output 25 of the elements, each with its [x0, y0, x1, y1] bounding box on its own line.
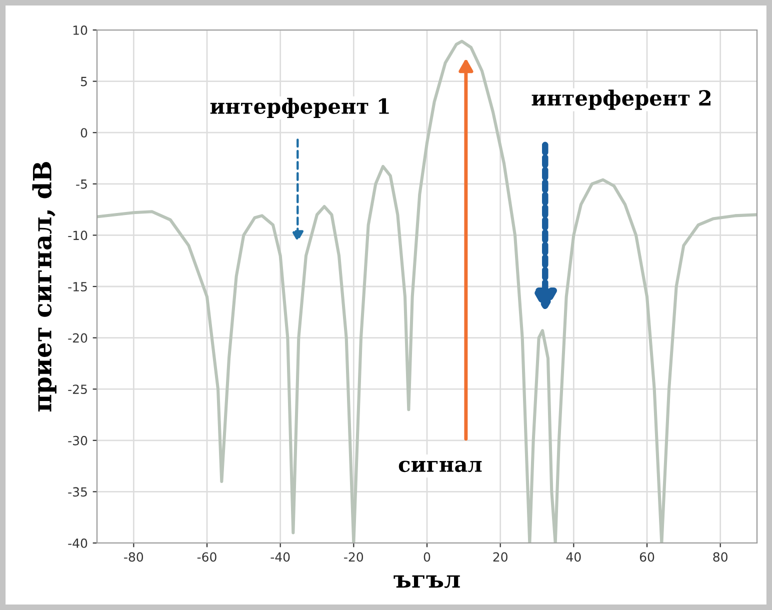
y-tick-label: -10 [68, 230, 88, 240]
y-tick-label: -20 [68, 333, 88, 343]
x-tick-label: -40 [270, 552, 290, 562]
x-axis-title: ъгъл [394, 575, 460, 588]
x-tick-label: 60 [640, 552, 654, 562]
x-tick-label: 80 [713, 552, 728, 562]
annotation: интерферент 1 [210, 98, 389, 118]
annotation: интерферент 2 [532, 90, 710, 110]
x-tick-label: -60 [197, 552, 216, 562]
y-tick-label: -35 [68, 487, 87, 497]
x-tick-label: 20 [493, 552, 508, 562]
x-tick-label: 0 [424, 552, 430, 562]
y-axis-title: приет сигнал, dB [32, 162, 56, 412]
y-tick-label: 5 [80, 76, 87, 86]
y-tick-label: -25 [68, 384, 87, 394]
y-tick-label: -40 [68, 538, 88, 548]
annotation: сигнал [398, 460, 482, 472]
x-tick-label: -80 [124, 552, 144, 562]
x-tick-label: 40 [566, 552, 581, 562]
y-tick-label: 10 [73, 25, 88, 35]
y-tick-label: -15 [68, 282, 87, 292]
y-tick-label: -30 [68, 436, 88, 446]
y-tick-label: -5 [76, 180, 87, 189]
y-tick-label: 0 [80, 128, 88, 138]
x-tick-label: -20 [344, 552, 364, 562]
